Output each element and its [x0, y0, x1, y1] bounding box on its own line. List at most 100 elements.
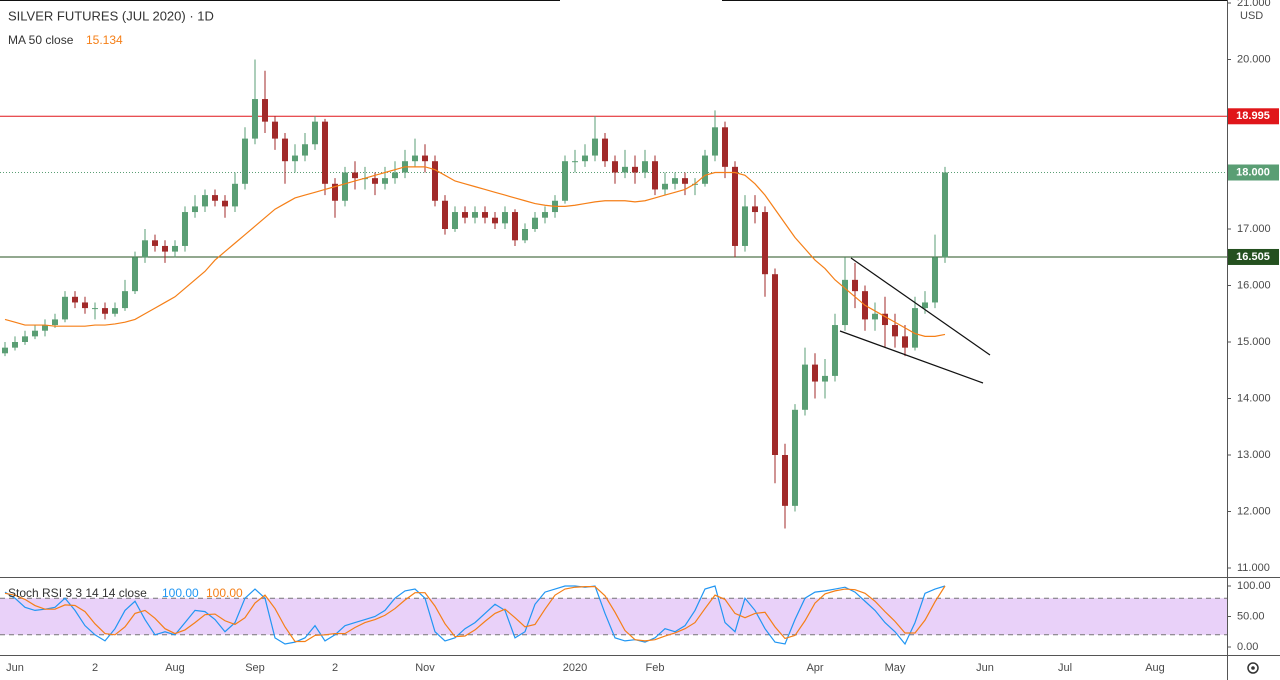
- price-tag-label: 18.000: [1236, 166, 1270, 178]
- levels: [0, 115, 1227, 258]
- candle-body: [842, 279, 848, 326]
- ma-line: [4, 166, 946, 337]
- x-tick-label: Nov: [415, 662, 435, 674]
- candle-body: [232, 183, 238, 207]
- chart-title[interactable]: SILVER FUTURES (JUL 2020) · 1D: [8, 8, 214, 23]
- candle-body: [392, 172, 398, 179]
- settings-icon[interactable]: [1247, 662, 1259, 674]
- candle-body: [672, 178, 678, 184]
- candle-body: [742, 206, 748, 246]
- candle-body: [122, 291, 128, 309]
- candle-body: [812, 364, 818, 382]
- candle-body: [542, 212, 548, 218]
- stoch-tick-label: 100.00: [1237, 580, 1271, 592]
- y-tick-label: 12.000: [1237, 505, 1271, 517]
- candle-body: [412, 155, 418, 162]
- stoch-tick-label: 50.00: [1237, 610, 1265, 622]
- currency: USD: [1240, 10, 1263, 22]
- y-tick-label: 20.000: [1237, 53, 1271, 65]
- y-tick-label: 14.000: [1237, 392, 1271, 404]
- x-tick-label: 2: [332, 662, 338, 674]
- candle-body: [832, 325, 838, 376]
- candle-body: [682, 178, 688, 184]
- candle-body: [352, 172, 358, 179]
- candle-body: [872, 313, 878, 320]
- candle-body: [592, 138, 598, 156]
- candle-body: [902, 336, 908, 348]
- candle-body: [582, 155, 588, 162]
- candle-body: [22, 336, 28, 342]
- candle-body: [102, 308, 108, 314]
- candle-body: [212, 195, 218, 201]
- candle-body: [942, 172, 948, 258]
- candle-body: [52, 319, 58, 326]
- y-tick-label: 16.000: [1237, 279, 1271, 291]
- x-tick-label: Sep: [245, 662, 265, 674]
- trend-line[interactable]: [839, 330, 984, 384]
- candle-body: [472, 212, 478, 218]
- candle-body: [622, 166, 628, 173]
- candle-body: [712, 127, 718, 156]
- candle-body: [112, 308, 118, 314]
- candle-body: [342, 172, 348, 201]
- x-tick-label: Jul: [1058, 662, 1072, 674]
- candle-body: [202, 195, 208, 207]
- x-tick-label: 2: [92, 662, 98, 674]
- candle-body: [442, 200, 448, 229]
- candle-body: [722, 127, 728, 167]
- candle-body: [562, 161, 568, 201]
- candle-body: [452, 212, 458, 229]
- candle-body: [922, 302, 928, 309]
- candle-body: [652, 161, 658, 190]
- candle-body: [462, 212, 468, 218]
- candle-body: [282, 138, 288, 162]
- stoch-k-value: 100.00: [162, 586, 199, 600]
- candle-body: [32, 330, 38, 337]
- candle-body: [262, 99, 268, 122]
- candle-body: [92, 308, 98, 310]
- candle-body: [42, 325, 48, 331]
- candle-body: [242, 138, 248, 184]
- candle-body: [772, 274, 778, 455]
- stoch-line: [4, 585, 946, 643]
- x-tick-label: Feb: [646, 662, 665, 674]
- candle-body: [752, 206, 758, 213]
- candle-body: [782, 455, 788, 506]
- y-tick-label: 11.000: [1237, 562, 1270, 574]
- candle-body: [272, 121, 278, 139]
- y-tick-label: 13.000: [1237, 449, 1271, 461]
- candle-body: [372, 178, 378, 184]
- ma-legend-value: 15.134: [86, 33, 123, 47]
- trend-line[interactable]: [850, 257, 991, 356]
- candle-body: [532, 217, 538, 229]
- y-tick-label: 21.000: [1237, 0, 1271, 9]
- x-tick-label: Aug: [165, 662, 185, 674]
- candle-body: [882, 313, 888, 326]
- candle-body: [732, 166, 738, 246]
- candle-body: [802, 364, 808, 410]
- y-tick-label: 15.000: [1237, 336, 1271, 348]
- candle-body: [422, 155, 428, 162]
- candle-body: [432, 161, 438, 201]
- candle-body: [82, 302, 88, 309]
- x-tick-label: Jun: [6, 662, 24, 674]
- stoch-line: [4, 585, 946, 646]
- candle-body: [192, 206, 198, 213]
- candle-body: [932, 257, 938, 303]
- candle-body: [142, 240, 148, 258]
- candle-body: [512, 212, 518, 241]
- candle-body: [762, 212, 768, 275]
- candle-body: [822, 375, 828, 382]
- price-tag: [1228, 248, 1279, 265]
- candle-body: [612, 161, 618, 173]
- candle-body: [222, 200, 228, 207]
- stoch-legend[interactable]: Stoch RSI 3 3 14 14 close: [8, 586, 147, 600]
- ma-legend[interactable]: MA 50 close: [8, 33, 74, 47]
- candle-body: [852, 279, 858, 292]
- candle-body: [312, 121, 318, 145]
- candle-body: [642, 161, 648, 173]
- candle-body: [332, 183, 338, 201]
- lines: [4, 166, 946, 646]
